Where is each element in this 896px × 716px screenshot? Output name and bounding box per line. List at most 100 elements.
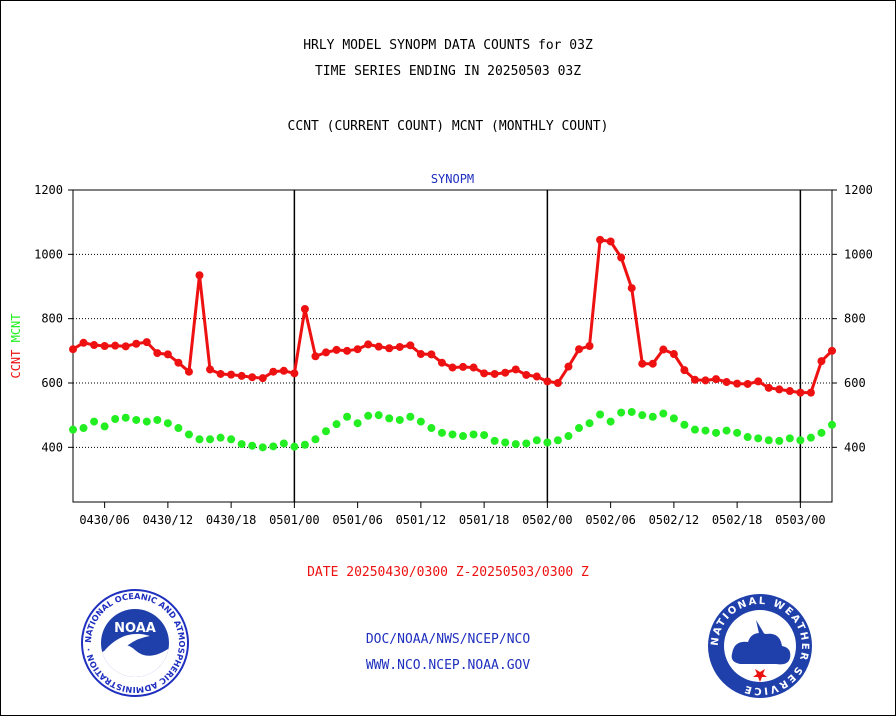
data-point-ccnt <box>343 346 352 355</box>
data-point-ccnt <box>459 362 468 371</box>
data-point-mcnt <box>543 438 552 447</box>
data-point-mcnt <box>806 433 815 442</box>
data-point-ccnt <box>743 379 752 388</box>
data-point-mcnt <box>617 408 626 417</box>
data-point-ccnt <box>300 305 309 314</box>
data-point-ccnt <box>775 385 784 394</box>
data-point-mcnt <box>669 414 678 423</box>
data-point-ccnt <box>427 350 436 359</box>
y-axis-label-ccnt: CCNT <box>9 342 23 378</box>
data-point-ccnt <box>490 369 499 378</box>
data-point-ccnt <box>153 349 162 358</box>
data-point-ccnt <box>522 370 531 379</box>
y-tick-label-right: 800 <box>844 312 866 326</box>
x-tick-label: 0501/12 <box>396 513 447 527</box>
data-point-mcnt <box>553 436 562 445</box>
data-point-mcnt <box>395 415 404 424</box>
data-point-mcnt <box>490 436 499 445</box>
data-point-ccnt <box>395 342 404 351</box>
data-point-ccnt <box>416 350 425 359</box>
data-point-ccnt <box>606 237 615 246</box>
x-tick-label: 0501/00 <box>269 513 320 527</box>
data-point-mcnt <box>480 431 489 440</box>
data-point-ccnt <box>690 375 699 384</box>
date-range-label: DATE 20250430/0300 Z-20250503/0300 Z <box>307 565 589 580</box>
data-point-ccnt <box>511 365 520 374</box>
data-point-ccnt <box>322 348 330 357</box>
data-point-mcnt <box>290 442 299 451</box>
y-axis-label-mcnt: MCNT <box>9 313 23 342</box>
data-point-mcnt <box>754 434 763 443</box>
data-point-ccnt <box>248 373 257 382</box>
data-point-mcnt <box>416 417 425 426</box>
data-point-ccnt <box>638 359 647 368</box>
chart-title-line3: CCNT (CURRENT COUNT) MCNT (MONTHLY COUNT… <box>287 119 609 134</box>
data-point-mcnt <box>90 417 99 426</box>
data-point-mcnt <box>142 417 151 426</box>
data-point-ccnt <box>216 369 225 378</box>
noaa-logo-text: NOAA <box>114 621 156 636</box>
data-point-mcnt <box>111 415 120 424</box>
x-tick-label: 0501/06 <box>332 513 383 527</box>
x-tick-label: 0502/12 <box>649 513 700 527</box>
x-tick-label: 0430/18 <box>206 513 257 527</box>
data-point-ccnt <box>659 345 668 354</box>
x-tick-label: 0502/00 <box>522 513 573 527</box>
data-point-mcnt <box>511 440 520 449</box>
data-point-ccnt <box>290 369 299 378</box>
data-point-ccnt <box>227 370 236 379</box>
data-point-ccnt <box>121 342 130 351</box>
data-point-mcnt <box>216 433 225 442</box>
data-point-ccnt <box>385 344 394 353</box>
data-point-mcnt <box>227 435 236 444</box>
y-tick-label: 800 <box>41 312 63 326</box>
data-point-mcnt <box>575 424 583 433</box>
data-point-mcnt <box>659 409 668 418</box>
data-point-ccnt <box>701 376 710 385</box>
data-point-ccnt <box>174 358 183 367</box>
data-point-mcnt <box>501 438 510 447</box>
x-tick-label: 0503/00 <box>775 513 826 527</box>
y-tick-label-right: 400 <box>844 440 866 454</box>
data-point-ccnt <box>269 367 278 376</box>
y-tick-label: 1000 <box>34 247 63 261</box>
data-point-mcnt <box>353 419 362 428</box>
data-point-mcnt <box>690 425 699 434</box>
data-point-ccnt <box>311 352 320 361</box>
data-point-mcnt <box>195 435 204 444</box>
data-point-ccnt <box>206 365 215 374</box>
y-tick-label-right: 600 <box>844 376 866 390</box>
data-point-ccnt <box>669 350 678 359</box>
org-path-label: DOC/NOAA/NWS/NCEP/NCO <box>365 632 531 647</box>
data-point-ccnt <box>195 271 204 280</box>
data-point-ccnt <box>828 346 836 355</box>
plot-area <box>72 189 833 503</box>
data-point-ccnt <box>722 378 731 387</box>
y-axis-label: CCNT MCNT <box>9 313 23 378</box>
data-point-mcnt <box>775 436 784 445</box>
data-point-mcnt <box>364 411 373 420</box>
data-point-ccnt <box>817 357 826 366</box>
data-point-ccnt <box>437 358 446 367</box>
data-point-ccnt <box>733 379 742 388</box>
y-tick-label-right: 1200 <box>844 183 873 197</box>
data-point-ccnt <box>374 342 383 351</box>
data-point-ccnt <box>480 369 489 378</box>
data-point-mcnt <box>828 420 836 429</box>
y-tick-label: 400 <box>41 440 63 454</box>
data-point-mcnt <box>79 424 88 433</box>
data-point-mcnt <box>132 415 141 424</box>
data-point-ccnt <box>596 235 605 244</box>
data-point-mcnt <box>279 439 288 448</box>
data-point-mcnt <box>648 412 657 421</box>
data-point-ccnt <box>353 345 362 354</box>
data-point-mcnt <box>448 430 457 439</box>
x-tick-label: 0430/12 <box>143 513 194 527</box>
data-point-ccnt <box>332 345 341 354</box>
data-point-mcnt <box>248 441 257 450</box>
data-point-mcnt <box>322 427 330 436</box>
x-tick-label: 0430/06 <box>79 513 130 527</box>
data-point-mcnt <box>564 432 573 441</box>
data-point-ccnt <box>575 345 583 354</box>
data-point-mcnt <box>627 407 636 416</box>
